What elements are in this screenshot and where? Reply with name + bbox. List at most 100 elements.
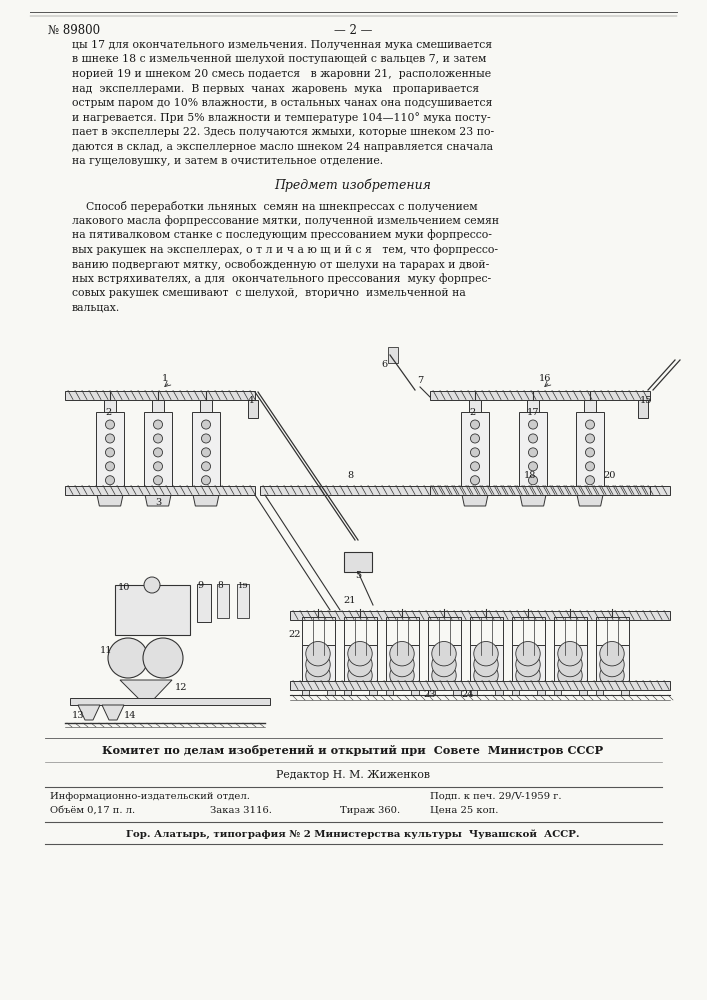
- Polygon shape: [461, 490, 489, 506]
- Polygon shape: [96, 490, 124, 506]
- Text: 2: 2: [105, 408, 111, 417]
- Polygon shape: [576, 490, 604, 506]
- Bar: [554, 645, 587, 683]
- Bar: [301, 645, 334, 683]
- Circle shape: [558, 652, 582, 677]
- Circle shape: [470, 476, 479, 485]
- Text: 1: 1: [162, 374, 168, 383]
- Circle shape: [600, 652, 624, 677]
- Text: 20: 20: [604, 471, 617, 480]
- Bar: [301, 683, 309, 695]
- Circle shape: [516, 652, 540, 677]
- Text: Предмет изобретения: Предмет изобретения: [274, 178, 431, 192]
- Circle shape: [528, 420, 537, 429]
- Bar: [152, 400, 164, 412]
- Bar: [248, 400, 258, 418]
- Circle shape: [201, 476, 211, 485]
- Bar: [461, 412, 489, 490]
- Bar: [537, 683, 544, 695]
- Text: 7: 7: [417, 376, 423, 385]
- Text: — 2 —: — 2 —: [334, 24, 372, 37]
- Circle shape: [105, 434, 115, 443]
- Circle shape: [348, 652, 372, 677]
- Bar: [385, 683, 393, 695]
- Text: Тираж 360.: Тираж 360.: [340, 806, 400, 815]
- Circle shape: [153, 448, 163, 457]
- Circle shape: [528, 462, 537, 471]
- Bar: [554, 617, 587, 655]
- Bar: [584, 400, 596, 412]
- Text: № 89800: № 89800: [48, 24, 100, 37]
- Circle shape: [105, 476, 115, 485]
- Circle shape: [474, 663, 498, 688]
- Circle shape: [306, 663, 330, 688]
- Circle shape: [348, 641, 372, 666]
- Circle shape: [585, 476, 595, 485]
- Circle shape: [470, 420, 479, 429]
- Text: 2: 2: [470, 408, 476, 417]
- Circle shape: [201, 448, 211, 457]
- Circle shape: [390, 641, 414, 666]
- Circle shape: [470, 448, 479, 457]
- Circle shape: [105, 420, 115, 429]
- Text: 23: 23: [423, 690, 436, 699]
- Bar: [96, 412, 124, 490]
- Text: пает в экспеллеры 22. Здесь получаются жмыхи, которые шнеком 23 по-: пает в экспеллеры 22. Здесь получаются ж…: [72, 127, 494, 137]
- Bar: [199, 400, 212, 412]
- Text: 8: 8: [347, 471, 353, 480]
- Circle shape: [528, 434, 537, 443]
- Text: Цена 25 коп.: Цена 25 коп.: [430, 806, 498, 815]
- Text: 6: 6: [381, 360, 387, 369]
- Circle shape: [306, 652, 330, 677]
- Text: вальцах.: вальцах.: [72, 302, 120, 312]
- Bar: [576, 412, 604, 490]
- Circle shape: [153, 420, 163, 429]
- Text: Заказ 3116.: Заказ 3116.: [210, 806, 272, 815]
- Text: 4: 4: [248, 396, 255, 405]
- Text: 12: 12: [175, 683, 187, 692]
- Circle shape: [558, 641, 582, 666]
- Bar: [65, 390, 255, 399]
- Circle shape: [432, 663, 456, 688]
- Text: 11: 11: [100, 646, 112, 655]
- Text: 3: 3: [155, 498, 161, 507]
- Text: на пятивалковом станке с последующим прессованием муки форпрессо-: на пятивалковом станке с последующим пре…: [72, 230, 492, 240]
- Circle shape: [390, 663, 414, 688]
- Bar: [385, 617, 419, 655]
- Bar: [511, 617, 544, 655]
- Bar: [511, 683, 519, 695]
- Bar: [519, 412, 547, 490]
- Circle shape: [432, 641, 456, 666]
- Circle shape: [470, 462, 479, 471]
- Circle shape: [108, 638, 148, 678]
- Bar: [388, 347, 398, 363]
- Text: 13: 13: [72, 711, 85, 720]
- Text: в шнеке 18 с измельченной шелухой поступающей с вальцев 7, и затем: в шнеке 18 с измельченной шелухой поступ…: [72, 54, 486, 64]
- Bar: [428, 645, 460, 683]
- Circle shape: [105, 448, 115, 457]
- Bar: [579, 683, 587, 695]
- Bar: [144, 412, 172, 490]
- Bar: [290, 680, 670, 690]
- Circle shape: [348, 663, 372, 688]
- Text: острым паром до 10% влажности, в остальных чанах она подсушивается: острым паром до 10% влажности, в остальн…: [72, 98, 492, 108]
- Bar: [469, 617, 503, 655]
- Bar: [430, 486, 650, 494]
- Bar: [237, 584, 249, 618]
- Text: Информационно-издательский отдел.: Информационно-издательский отдел.: [50, 792, 250, 801]
- Text: ных встряхивателях, а для  окончательного прессования  муку форпрес-: ных встряхивателях, а для окончательного…: [72, 273, 491, 284]
- Bar: [70, 698, 270, 705]
- Bar: [469, 400, 481, 412]
- Bar: [595, 683, 603, 695]
- Bar: [197, 584, 211, 622]
- Bar: [344, 617, 377, 655]
- Text: 21: 21: [344, 596, 356, 605]
- Bar: [115, 585, 190, 635]
- Text: Подп. к печ. 29/V-1959 г.: Подп. к печ. 29/V-1959 г.: [430, 792, 561, 801]
- Circle shape: [516, 663, 540, 688]
- Bar: [511, 645, 544, 683]
- Circle shape: [201, 420, 211, 429]
- Bar: [554, 683, 561, 695]
- Bar: [344, 645, 377, 683]
- Circle shape: [143, 638, 183, 678]
